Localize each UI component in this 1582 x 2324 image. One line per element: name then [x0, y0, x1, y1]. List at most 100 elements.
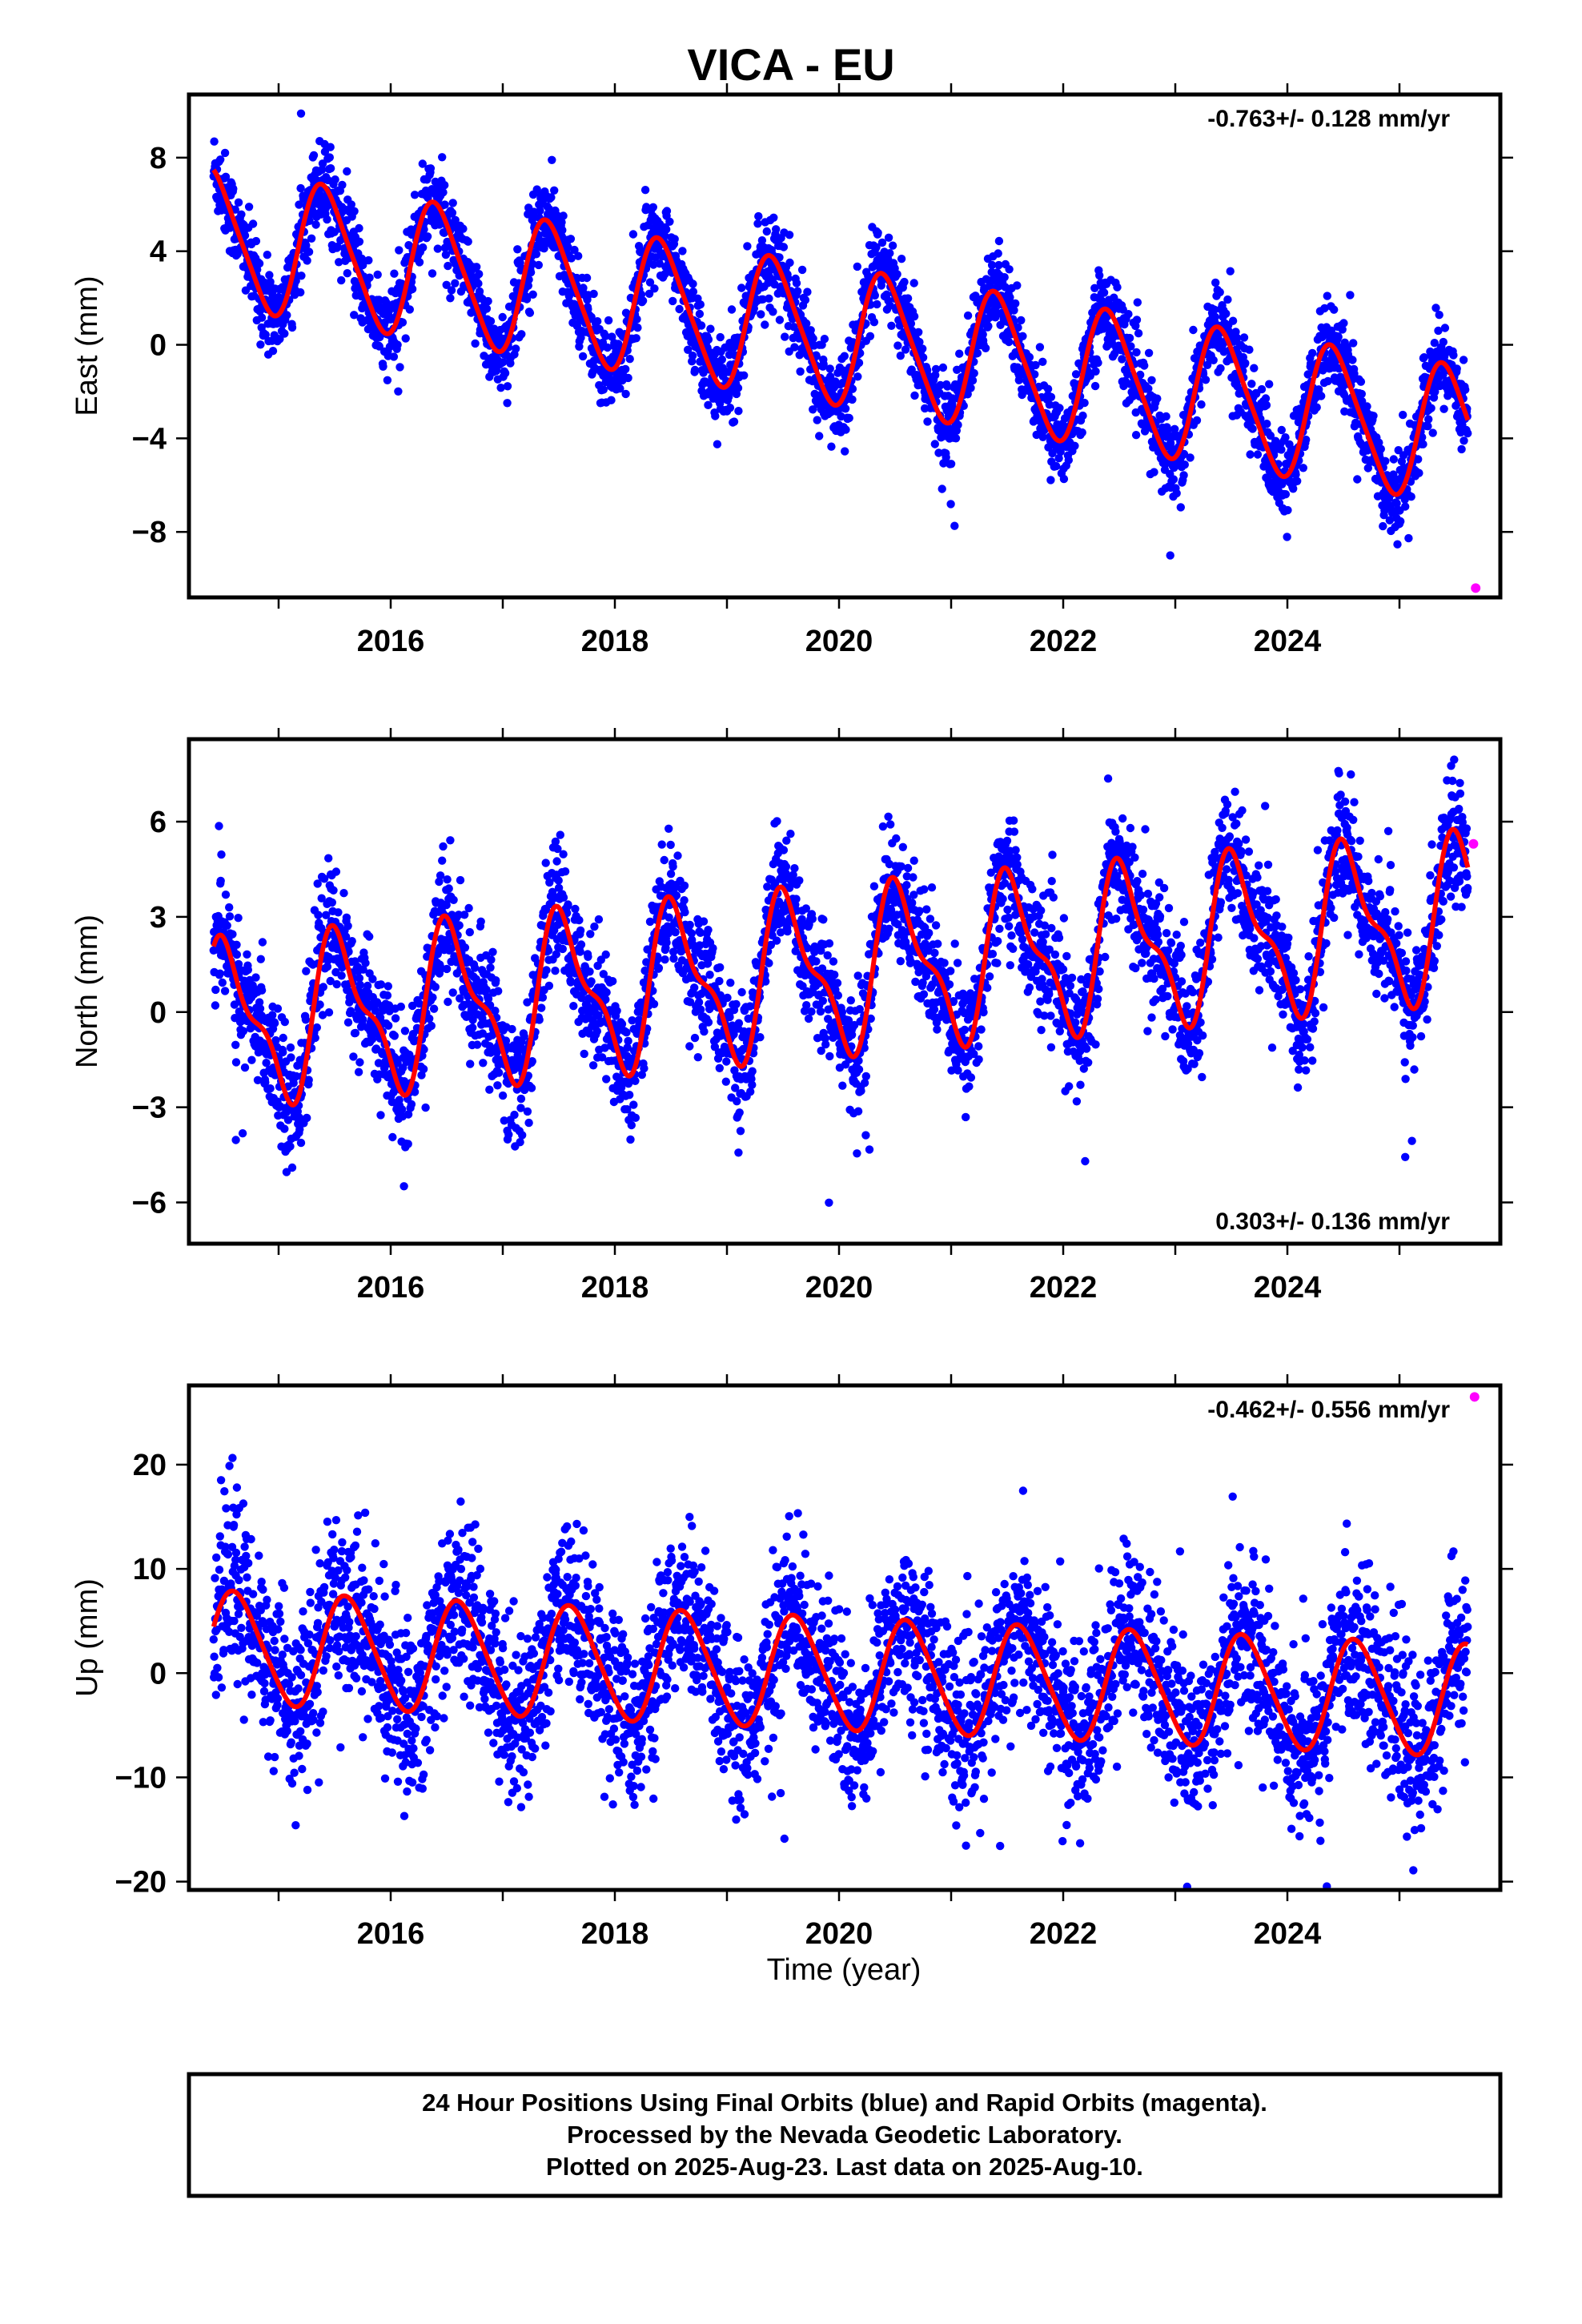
data-point: [393, 340, 402, 349]
data-point: [1358, 396, 1367, 406]
data-point: [210, 137, 219, 146]
data-point: [243, 965, 252, 975]
data-point: [1078, 411, 1087, 420]
data-point: [1407, 493, 1415, 501]
data-point: [398, 318, 408, 327]
data-point: [622, 1028, 631, 1037]
data-point: [1427, 404, 1435, 412]
data-point: [257, 313, 267, 322]
data-point: [343, 922, 352, 931]
data-point: [423, 232, 432, 241]
data-point: [307, 234, 316, 243]
data-point: [500, 368, 510, 378]
data-point: [903, 294, 913, 303]
data-point: [326, 976, 335, 986]
data-point: [312, 1023, 321, 1032]
data-point: [1090, 283, 1099, 292]
data-point: [472, 1040, 482, 1049]
data-point: [769, 308, 777, 316]
final-orbit-points: [209, 109, 1472, 560]
data-point: [806, 326, 815, 335]
data-point: [587, 312, 596, 321]
data-point: [1144, 384, 1153, 393]
data-point: [1030, 370, 1039, 379]
data-point: [251, 973, 260, 982]
data-point: [803, 287, 812, 296]
data-point: [809, 334, 817, 343]
data-point: [253, 1076, 263, 1085]
data-point: [645, 278, 655, 287]
data-point: [513, 245, 522, 254]
data-point: [900, 277, 909, 287]
plot-frame: [187, 92, 1503, 600]
data-point: [333, 242, 342, 251]
data-point: [255, 1004, 265, 1013]
data-point: [582, 273, 592, 283]
data-point: [243, 950, 251, 959]
data-point: [617, 1019, 627, 1028]
data-point: [343, 167, 351, 176]
data-point: [575, 915, 584, 925]
data-point: [762, 227, 771, 236]
data-point: [438, 153, 447, 162]
data-point: [534, 260, 543, 270]
data-point: [419, 243, 428, 252]
data-point: [1334, 332, 1343, 341]
data-point: [451, 279, 460, 287]
data-point: [395, 246, 404, 255]
data-point: [280, 1017, 289, 1027]
data-point: [442, 964, 452, 974]
data-point: [1070, 441, 1079, 450]
data-point: [853, 262, 862, 271]
data-point: [1415, 468, 1423, 477]
data-point: [228, 930, 237, 939]
data-point: [215, 822, 223, 830]
data-point: [915, 337, 924, 347]
data-point: [547, 193, 556, 202]
data-point: [478, 1029, 487, 1038]
data-point: [271, 1035, 280, 1045]
data-point: [295, 200, 303, 209]
data-point: [887, 321, 896, 330]
data-point: [491, 1007, 500, 1015]
data-point: [431, 983, 440, 991]
data-point: [232, 940, 241, 950]
data-point: [594, 915, 604, 924]
data-point: [1059, 474, 1069, 484]
data-point: [566, 978, 576, 987]
data-point: [797, 265, 807, 275]
x-tick-label: 2018: [581, 625, 649, 658]
data-point: [355, 980, 364, 990]
data-point: [757, 236, 767, 245]
data-point: [428, 269, 437, 278]
data-point: [319, 875, 329, 883]
data-point: [448, 199, 457, 207]
data-point: [1209, 356, 1218, 364]
data-point: [793, 287, 802, 296]
data-point: [408, 1030, 418, 1039]
y-tick-label: −4: [132, 422, 167, 456]
data-point: [665, 217, 674, 226]
data-point: [436, 871, 445, 880]
data-point: [1124, 310, 1133, 319]
data-point: [909, 312, 919, 321]
data-point: [1308, 348, 1317, 358]
data-point: [1189, 325, 1198, 335]
data-point: [408, 284, 417, 294]
final-orbit-points: [209, 755, 1472, 1208]
data-point: [1223, 295, 1232, 304]
data-point: [885, 301, 894, 310]
data-point: [1131, 408, 1140, 417]
data-point: [451, 215, 460, 224]
data-point: [317, 894, 326, 903]
data-point: [331, 867, 341, 876]
data-point: [971, 292, 980, 300]
data-point: [1375, 438, 1383, 447]
data-point: [580, 1049, 588, 1059]
data-point: [757, 310, 765, 319]
data-point: [893, 270, 901, 279]
data-point: [636, 290, 646, 299]
data-point: [492, 976, 500, 985]
data-point: [1071, 370, 1081, 379]
data-point: [560, 867, 570, 876]
